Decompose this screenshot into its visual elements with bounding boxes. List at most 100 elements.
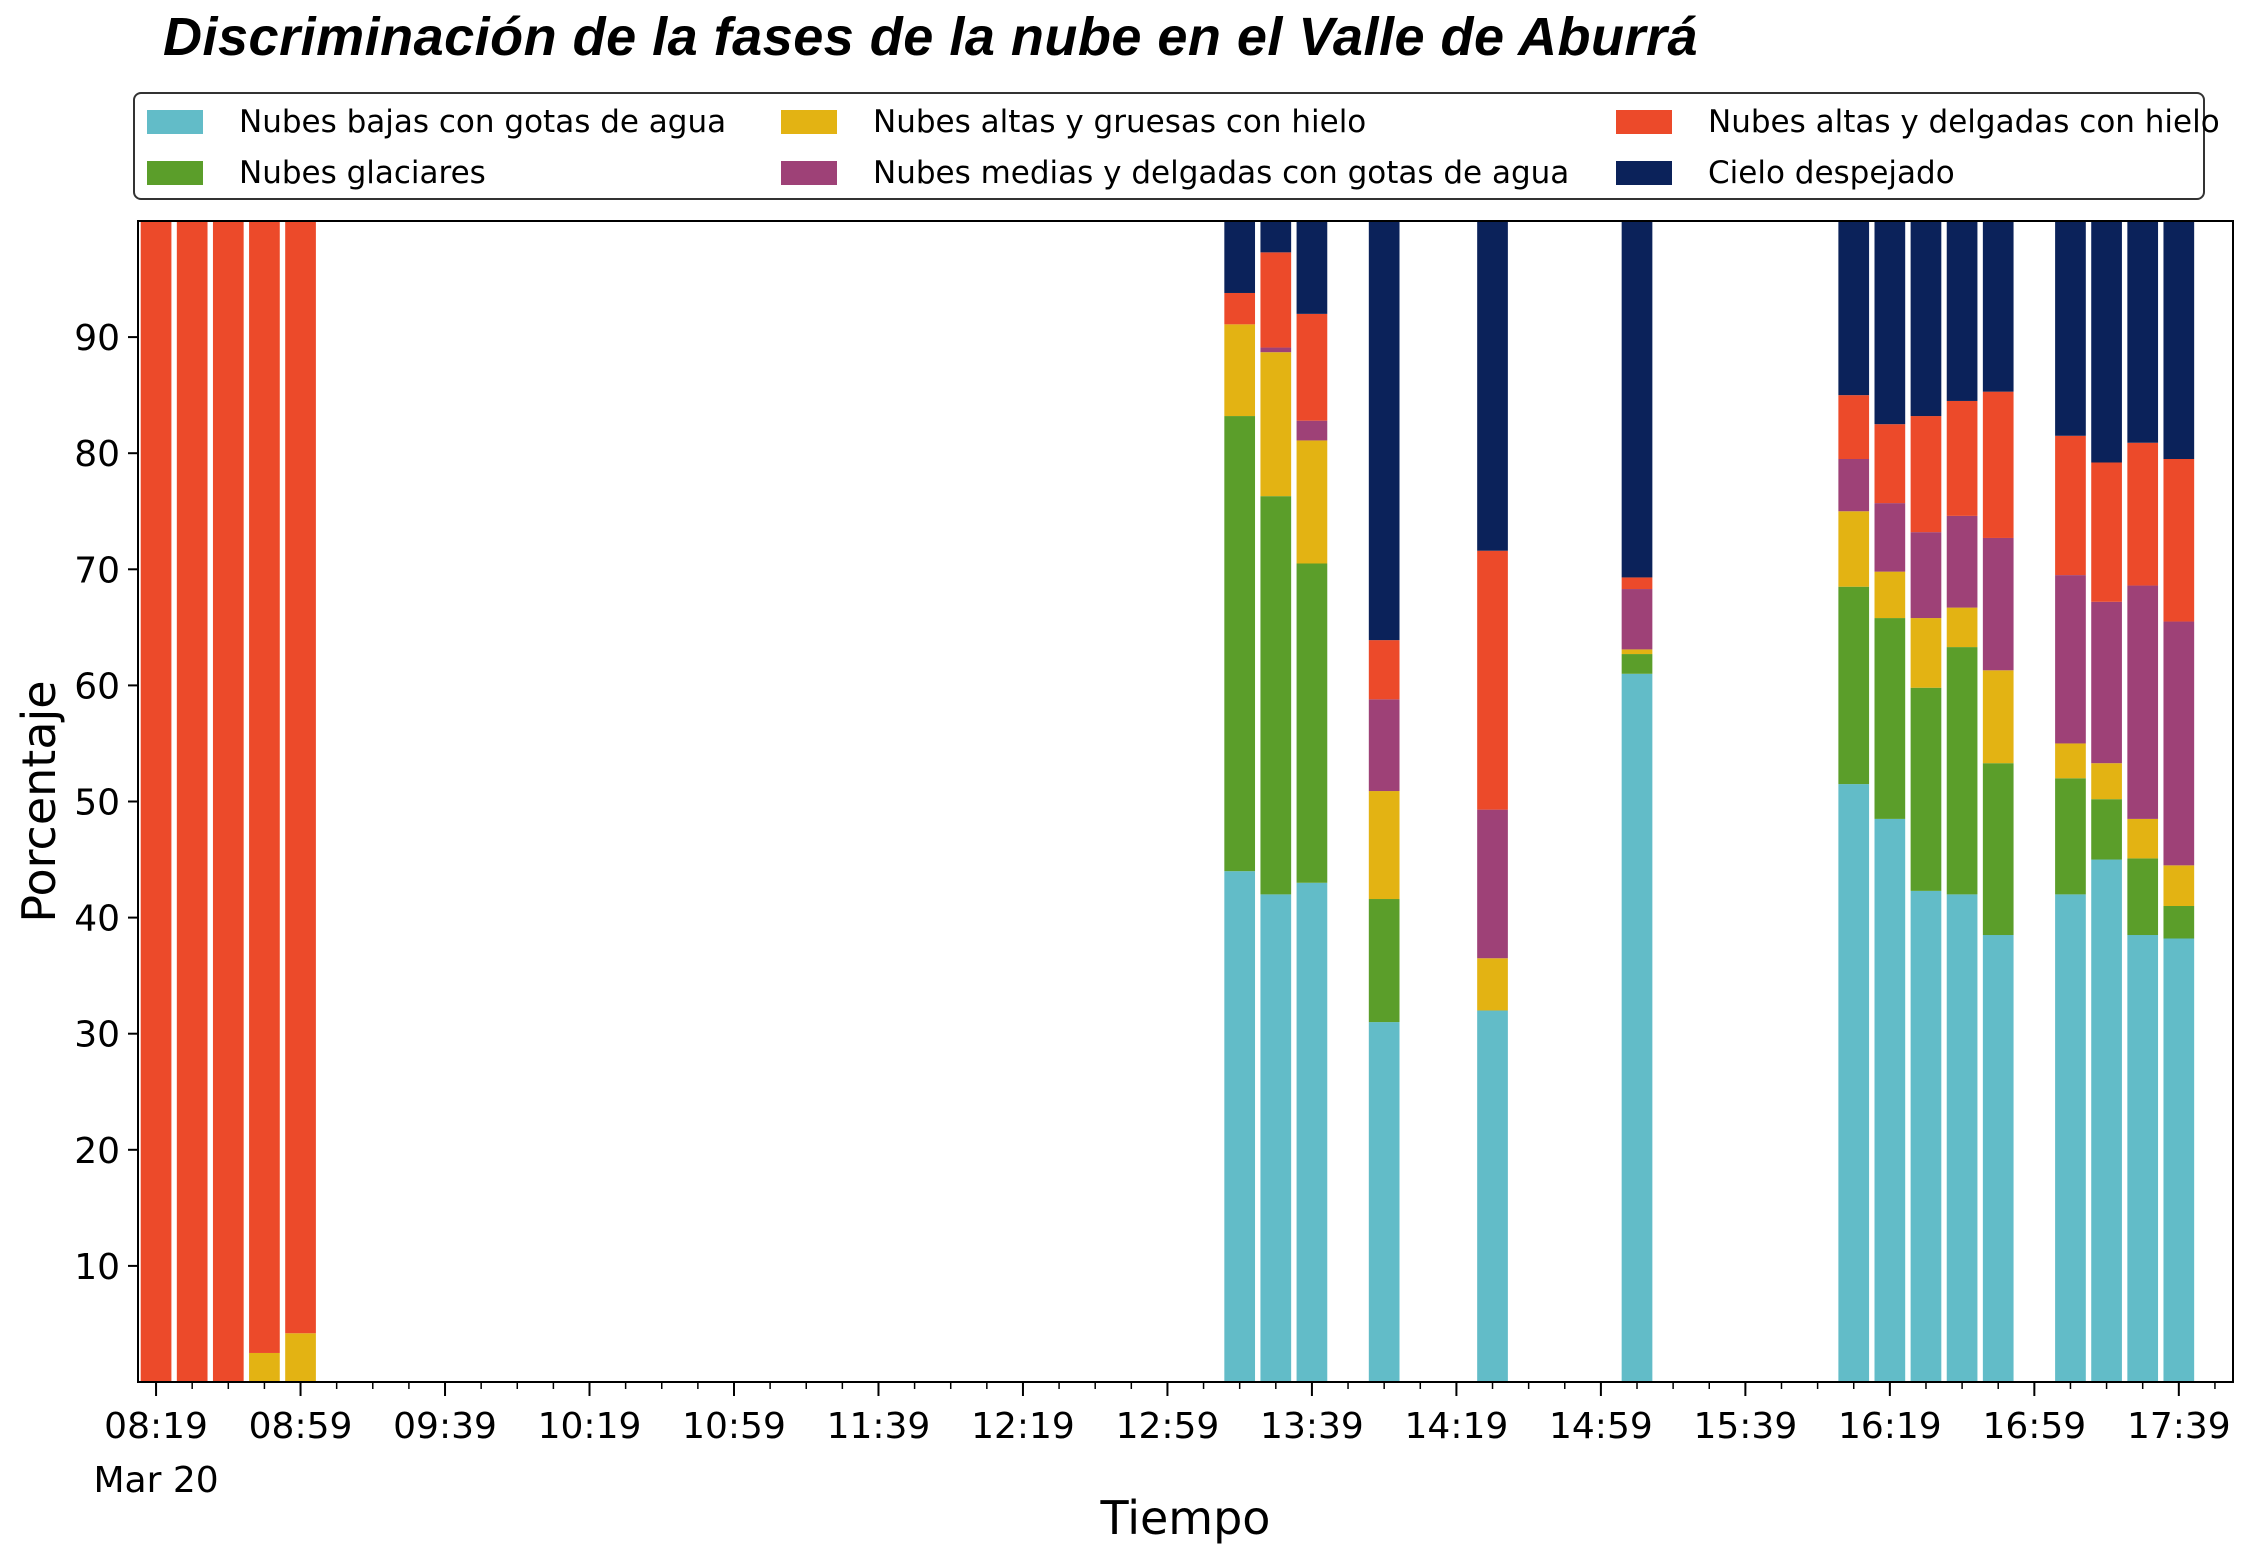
- legend-label: Nubes altas y gruesas con hielo: [873, 104, 1367, 140]
- bar-segment: [2055, 575, 2086, 744]
- bar-segment: [1874, 503, 1906, 572]
- bar-segment: [2127, 818, 2159, 859]
- axes-layer: 10 20 30 40 50 60 70 80 90 08:19 08:59 09:39 10:19 10…: [12, 318, 2231, 1545]
- y-tick-label: 90: [74, 318, 120, 359]
- bar-segment: [1260, 352, 1292, 497]
- x-tick-label: 16:59: [1982, 1406, 2086, 1447]
- bar-segment: [2091, 859, 2122, 1382]
- bar-segment: [1910, 532, 1942, 619]
- x-tick-label: 10:19: [538, 1406, 642, 1447]
- bar-segment: [1621, 673, 1653, 1382]
- bar-segment: [1910, 416, 1942, 533]
- chart-title: Discriminación de la fases de la nube en…: [163, 7, 1699, 67]
- bars-layer: [140, 221, 2195, 1382]
- bar-segment: [2127, 585, 2159, 819]
- x-tick-label: 10:59: [682, 1406, 786, 1447]
- bar-segment: [1874, 221, 1906, 425]
- bar-segment: [1296, 313, 1328, 421]
- legend-label: Nubes altas y delgadas con hielo: [1708, 104, 2220, 140]
- x-tick-label: 15:39: [1693, 1406, 1797, 1447]
- chart-legend: Nubes bajas con gotas de agua Nubes glaci…: [133, 92, 2220, 200]
- bar-segment: [1874, 571, 1906, 619]
- x-tick-label: 14:19: [1405, 1406, 1509, 1447]
- x-tick-label: 16:19: [1838, 1406, 1942, 1447]
- bar-segment: [1946, 515, 1978, 608]
- bar-segment: [1982, 391, 2014, 538]
- bar-segment: [2127, 858, 2159, 936]
- y-tick-label: 60: [74, 666, 120, 707]
- bar-segment: [1946, 647, 1978, 895]
- bar-segment: [212, 221, 244, 1382]
- bar-segment: [1910, 687, 1942, 891]
- bar-segment: [1368, 221, 1400, 641]
- legend-swatch: [147, 110, 203, 134]
- bar-segment: [1982, 537, 2014, 671]
- bar-segment: [1910, 890, 1942, 1382]
- bar-segment: [1368, 640, 1400, 700]
- x-tick-label: 09:39: [393, 1406, 497, 1447]
- bar-segment: [1982, 763, 2014, 936]
- x-tick-label: 14:59: [1549, 1406, 1653, 1447]
- bar-segment: [2127, 442, 2159, 586]
- y-tick-label: 10: [74, 1247, 120, 1288]
- bar-segment: [1224, 416, 1256, 872]
- bar-segment: [2055, 743, 2086, 779]
- y-tick-label: 40: [74, 899, 120, 940]
- bar-segment: [1477, 550, 1508, 810]
- bar-segment: [249, 221, 280, 1353]
- bar-segment: [1260, 894, 1292, 1382]
- bar-segment: [2127, 221, 2159, 443]
- legend-swatch: [1616, 161, 1672, 185]
- bar-segment: [2163, 459, 2195, 622]
- bar-segment: [1477, 958, 1508, 1011]
- bar-segment: [1838, 586, 1870, 785]
- bar-segment: [2055, 221, 2086, 436]
- bar-segment: [1260, 347, 1292, 353]
- bar-segment: [1982, 935, 2014, 1382]
- bar-segment: [2163, 865, 2195, 906]
- bar-segment: [2163, 221, 2195, 459]
- bar-segment: [1224, 871, 1256, 1382]
- bar-segment: [1982, 221, 2014, 392]
- legend-label: Cielo despejado: [1708, 155, 1955, 191]
- x-tick-label: 12:59: [1116, 1406, 1220, 1447]
- x-tick-label: 08:59: [249, 1406, 353, 1447]
- bar-segment: [2055, 435, 2086, 576]
- bar-segment: [285, 1333, 316, 1382]
- y-tick-label: 50: [74, 783, 120, 824]
- bar-segment: [2127, 935, 2159, 1382]
- bar-segment: [1368, 791, 1400, 900]
- bar-segment: [1477, 809, 1508, 959]
- x-tick-label: 11:39: [827, 1406, 931, 1447]
- legend-item: Nubes altas y delgadas con hielo: [1616, 104, 2220, 140]
- bar-segment: [2163, 621, 2195, 866]
- bar-segment: [1910, 618, 1942, 688]
- bar-segment: [1621, 577, 1653, 590]
- legend-item: Nubes bajas con gotas de agua: [147, 104, 726, 140]
- bar-segment: [140, 221, 172, 1382]
- bar-segment: [1874, 424, 1906, 504]
- bar-segment: [1260, 252, 1292, 348]
- x-tick-label: 13:39: [1260, 1406, 1364, 1447]
- legend-item: Nubes glaciares: [147, 155, 486, 191]
- bar-segment: [1296, 882, 1328, 1382]
- bar-segment: [1946, 894, 1978, 1382]
- bar-segment: [1838, 395, 1870, 460]
- bar-segment: [1910, 221, 1942, 417]
- bar-segment: [1296, 563, 1328, 883]
- bar-segment: [1838, 511, 1870, 587]
- bar-segment: [249, 1352, 280, 1382]
- x-axis-label: Tiempo: [1100, 1491, 1271, 1545]
- legend-swatch: [781, 161, 837, 185]
- bar-segment: [285, 221, 316, 1334]
- y-axis-label: Porcentaje: [12, 680, 66, 922]
- legend-swatch: [781, 110, 837, 134]
- bar-segment: [1946, 221, 1978, 401]
- bar-segment: [2091, 799, 2122, 860]
- legend-swatch: [1616, 110, 1672, 134]
- legend-swatch: [147, 161, 203, 185]
- bar-segment: [1874, 818, 1906, 1382]
- bar-segment: [1477, 1010, 1508, 1382]
- bar-segment: [2163, 938, 2195, 1382]
- bar-segment: [1224, 292, 1256, 325]
